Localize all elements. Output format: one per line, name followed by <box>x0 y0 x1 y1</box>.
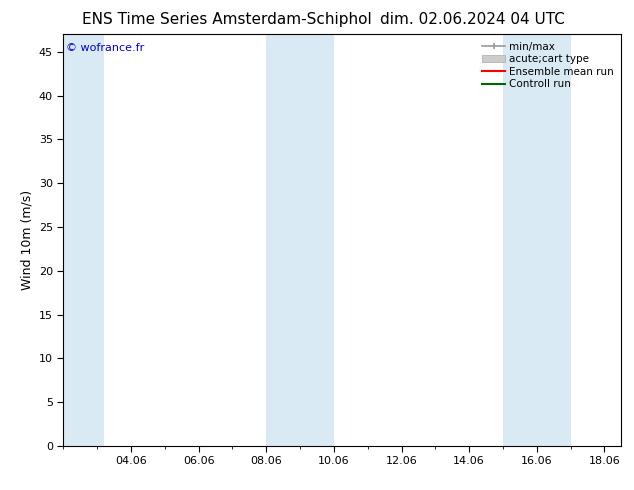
Text: dim. 02.06.2024 04 UTC: dim. 02.06.2024 04 UTC <box>380 12 566 27</box>
Text: ENS Time Series Amsterdam-Schiphol: ENS Time Series Amsterdam-Schiphol <box>82 12 372 27</box>
Text: © wofrance.fr: © wofrance.fr <box>66 43 145 52</box>
Bar <box>266 34 334 446</box>
Bar <box>503 34 571 446</box>
Y-axis label: Wind 10m (m/s): Wind 10m (m/s) <box>20 190 34 290</box>
Legend: min/max, acute;cart type, Ensemble mean run, Controll run: min/max, acute;cart type, Ensemble mean … <box>478 37 618 94</box>
Bar <box>63 34 104 446</box>
